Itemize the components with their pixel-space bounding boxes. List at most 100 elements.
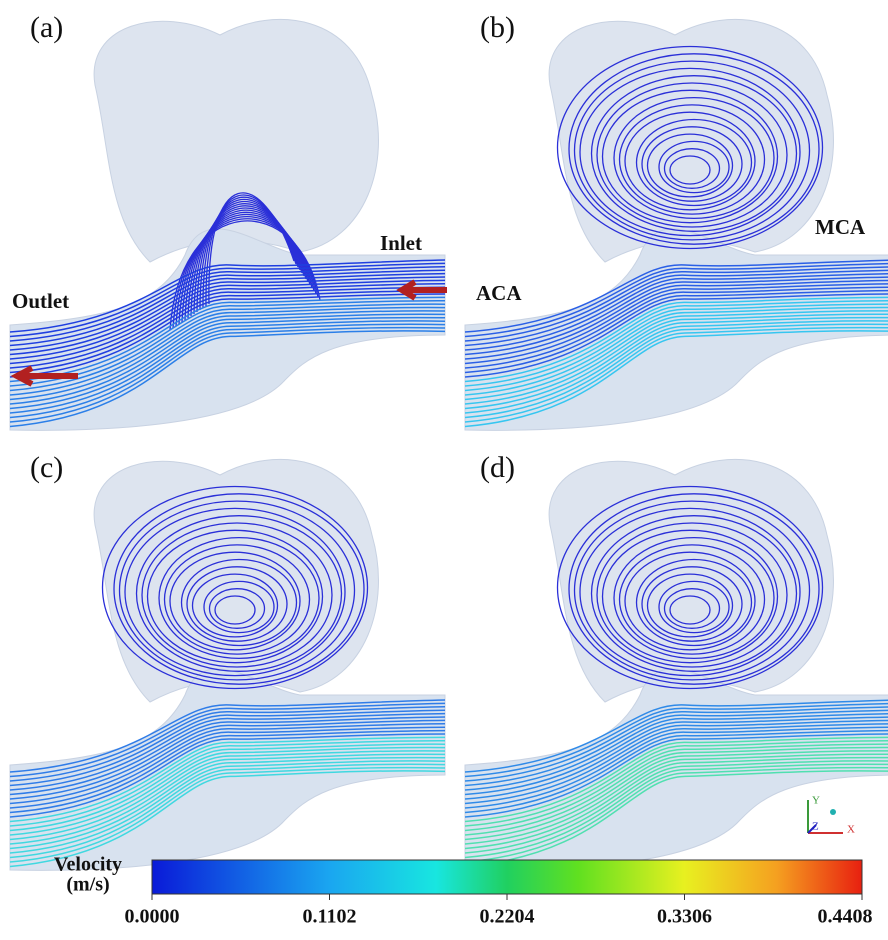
streamline-loop — [590, 75, 798, 232]
streamline-loop — [596, 522, 788, 668]
streamline — [464, 746, 888, 836]
panel-label: (d) — [480, 451, 515, 484]
streamline-loop — [635, 558, 753, 647]
streamline — [464, 279, 888, 360]
streamline — [9, 766, 446, 863]
streamline-loop — [556, 45, 824, 250]
streamline — [9, 266, 446, 342]
outlet-label: Outlet — [12, 289, 69, 313]
streamline-loop — [191, 573, 279, 638]
aneurysm-dome — [548, 459, 834, 703]
panel: (c) — [9, 451, 446, 871]
streamline — [464, 306, 888, 396]
streamline — [464, 699, 888, 773]
streamline — [9, 740, 446, 827]
streamline — [464, 713, 888, 791]
streamline-loop — [208, 588, 266, 629]
streamline-loop — [573, 60, 811, 241]
streamline-loop — [646, 133, 734, 198]
streamline — [464, 736, 888, 823]
panel-label: (c) — [30, 451, 63, 484]
colorbar-tick-label: 0.2204 — [480, 906, 535, 928]
aneurysm-dome — [548, 19, 834, 263]
streamline — [464, 726, 888, 809]
streamline-loop — [658, 580, 730, 634]
streamline-loop — [573, 500, 811, 681]
streamline — [9, 723, 446, 805]
streamline — [464, 330, 888, 428]
streamline — [464, 296, 888, 383]
streamline — [464, 733, 888, 818]
colorbar-tick-label: 0.1102 — [303, 906, 357, 928]
streamline-loop — [579, 67, 801, 237]
streamline — [9, 306, 446, 396]
streamline-loop — [113, 493, 365, 685]
streamline-loop — [641, 566, 743, 642]
streamline — [464, 709, 888, 787]
streamline — [9, 726, 446, 809]
streamline-loop — [556, 485, 824, 690]
streamline-loop — [669, 595, 711, 625]
streamline — [9, 719, 446, 800]
streamline — [9, 320, 446, 414]
streamline — [464, 262, 888, 338]
outlet-arrow — [10, 365, 78, 387]
streamline — [9, 729, 446, 814]
streamline — [464, 316, 888, 410]
streamline — [464, 320, 888, 414]
streamline — [464, 273, 888, 351]
streamline — [464, 310, 888, 401]
streamline — [9, 326, 446, 423]
streamline — [464, 286, 888, 369]
streamline-loop — [596, 82, 788, 228]
streamline-loop — [118, 500, 356, 681]
streamline-loop — [568, 53, 820, 245]
inlet-arrow — [396, 279, 447, 301]
streamline — [464, 770, 888, 868]
streamline — [464, 743, 888, 832]
streamline-loop — [163, 544, 311, 655]
streamline-loop — [186, 566, 288, 642]
streamline — [464, 283, 888, 365]
streamline — [9, 750, 446, 841]
triad-x: X — [847, 824, 855, 836]
streamline — [464, 276, 888, 356]
streamline — [464, 702, 888, 778]
streamline-loop — [624, 111, 756, 211]
streamline — [9, 316, 446, 410]
streamline — [9, 716, 446, 796]
streamline-loop — [663, 148, 721, 189]
streamline — [464, 706, 888, 782]
streamline — [9, 330, 446, 428]
streamline-loop — [208, 192, 295, 305]
streamline-loop — [601, 89, 779, 224]
streamline — [9, 296, 446, 383]
streamline — [464, 289, 888, 374]
colorbar — [151, 859, 863, 895]
streamline-loop — [646, 573, 734, 638]
streamline — [9, 269, 446, 347]
streamline-loop — [601, 529, 779, 664]
inlet-label: Inlet — [380, 231, 422, 255]
streamline-loop — [613, 96, 775, 220]
streamline-loop — [641, 126, 743, 202]
streamline — [9, 763, 446, 859]
streamline — [9, 259, 446, 333]
streamline — [9, 706, 446, 782]
streamline-loop — [180, 558, 298, 647]
streamline-loop — [624, 551, 756, 651]
streamline — [9, 712, 446, 791]
streamline — [464, 750, 888, 841]
triad-y: Y — [812, 795, 820, 807]
colorbar-title: Velocity — [54, 854, 122, 876]
streamline — [9, 289, 446, 374]
streamline — [464, 719, 888, 800]
streamline-loop — [146, 529, 324, 664]
streamline — [464, 326, 888, 423]
streamline — [464, 300, 888, 387]
streamline — [464, 323, 888, 419]
streamline-loop — [214, 595, 256, 625]
aca-label: ACA — [476, 281, 522, 305]
colorbar-unit: (m/s) — [66, 874, 109, 896]
